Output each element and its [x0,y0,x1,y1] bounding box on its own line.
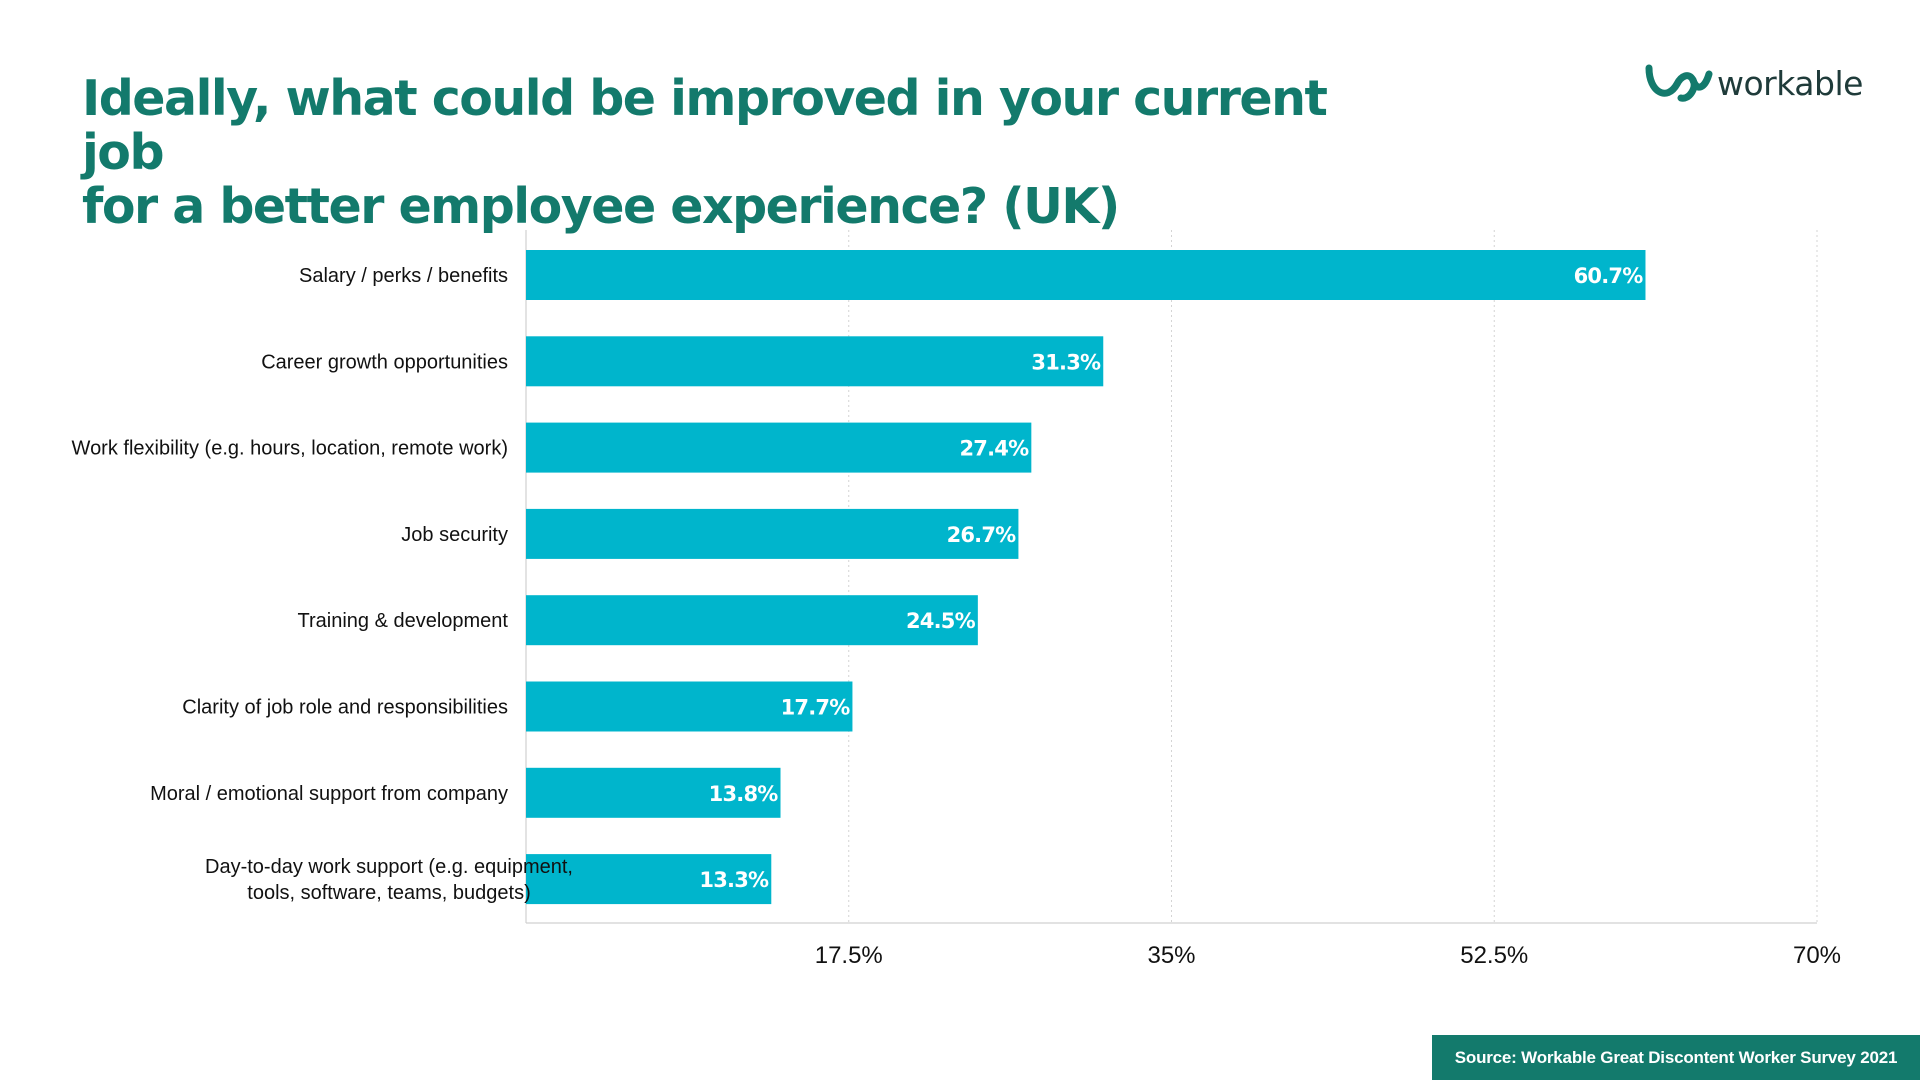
bar [526,508,1019,559]
bar [526,422,1032,473]
category-label: Clarity of job role and responsibilities [182,697,508,719]
bar-value-label: 24.5% [906,609,976,633]
x-tick-label: 70% [1793,942,1841,969]
bar [526,767,781,818]
source-note: Source: Workable Great Discontent Worker… [1432,1035,1920,1080]
category-label: Moral / emotional support from company [150,783,508,805]
bar-value-label: 26.7% [947,523,1017,547]
workable-w-logo-icon [1645,64,1713,102]
category-label: Training & development [298,610,509,632]
bar [526,854,772,905]
chart-title-line-1: Ideally, what could be improved in your … [82,70,1328,181]
bar [526,595,978,646]
bar-value-label: 60.7% [1574,264,1644,288]
category-label: Salary / perks / benefits [299,265,508,287]
category-label: Job security [401,524,508,546]
bar [526,681,853,732]
bar-value-label: 27.4% [959,437,1029,461]
bar-value-label: 13.8% [709,782,779,806]
bar [526,250,1646,300]
x-tick-label: 52.5% [1460,942,1528,969]
bar-value-label: 13.3% [699,868,769,892]
chart-title: Ideally, what could be improved in your … [82,72,1382,234]
workable-logo-text: workable [1717,64,1863,103]
workable-logo: workable [1645,62,1863,106]
category-label: Day-to-day work support (e.g. equipment, [205,856,573,878]
chart-title-line-2: for a better employee experience? (UK) [82,178,1120,235]
bar-value-label: 17.7% [781,696,851,720]
category-label: tools, software, teams, budgets) [247,882,530,904]
category-label: Career growth opportunities [261,351,508,373]
x-tick-label: 35% [1147,942,1195,969]
bar [526,336,1104,387]
bar-value-label: 31.3% [1031,350,1101,374]
category-label: Work flexibility (e.g. hours, location, … [72,438,508,460]
x-tick-label: 17.5% [815,942,883,969]
